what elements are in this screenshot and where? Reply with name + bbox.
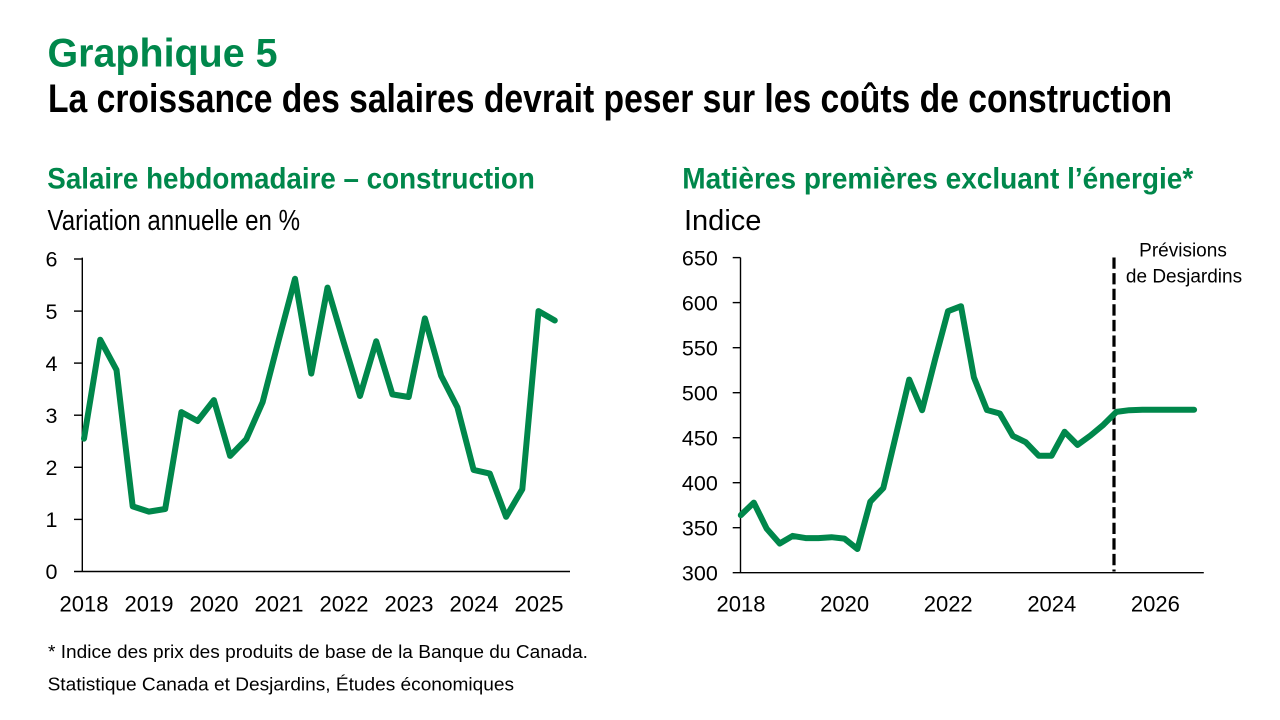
svg-text:5: 5 <box>46 300 58 324</box>
svg-text:Prévisions: Prévisions <box>1139 240 1227 261</box>
svg-text:Statistique Canada et Desjardi: Statistique Canada et Desjardins, Études… <box>48 674 514 695</box>
svg-text:Variation annuelle en %: Variation annuelle en % <box>48 205 301 237</box>
svg-text:2018: 2018 <box>60 591 109 616</box>
svg-text:2023: 2023 <box>385 591 434 616</box>
svg-text:600: 600 <box>682 291 718 315</box>
svg-text:2021: 2021 <box>255 591 304 616</box>
svg-text:2020: 2020 <box>820 591 869 616</box>
svg-text:2022: 2022 <box>924 591 973 616</box>
svg-text:2019: 2019 <box>125 591 174 616</box>
svg-text:2020: 2020 <box>190 591 239 616</box>
svg-text:6: 6 <box>46 248 58 272</box>
svg-text:0: 0 <box>46 560 58 584</box>
svg-text:2024: 2024 <box>1027 591 1076 616</box>
svg-text:650: 650 <box>682 246 718 270</box>
svg-text:La croissance des salaires dev: La croissance des salaires devrait peser… <box>48 77 1172 121</box>
svg-text:2024: 2024 <box>450 591 499 616</box>
svg-text:Matières premières excluant l’: Matières premières excluant l’énergie* <box>682 163 1193 196</box>
svg-text:500: 500 <box>682 381 718 405</box>
svg-text:400: 400 <box>682 471 718 495</box>
svg-text:550: 550 <box>682 336 718 360</box>
svg-text:2026: 2026 <box>1131 591 1180 616</box>
svg-text:Salaire hebdomadaire – constru: Salaire hebdomadaire – construction <box>47 163 535 196</box>
svg-text:3: 3 <box>46 404 58 428</box>
svg-text:1: 1 <box>46 508 58 532</box>
svg-text:300: 300 <box>682 561 718 585</box>
svg-text:2022: 2022 <box>320 591 369 616</box>
svg-text:2: 2 <box>46 456 58 480</box>
svg-text:450: 450 <box>682 426 718 450</box>
svg-text:4: 4 <box>46 352 58 376</box>
svg-text:Graphique 5: Graphique 5 <box>48 31 278 75</box>
svg-text:350: 350 <box>682 516 718 540</box>
svg-text:Indice: Indice <box>684 205 761 237</box>
svg-text:2025: 2025 <box>515 591 564 616</box>
svg-text:* Indice des prix des produits: * Indice des prix des produits de base d… <box>48 641 588 662</box>
svg-text:2018: 2018 <box>717 591 766 616</box>
svg-text:de Desjardins: de Desjardins <box>1126 266 1242 287</box>
